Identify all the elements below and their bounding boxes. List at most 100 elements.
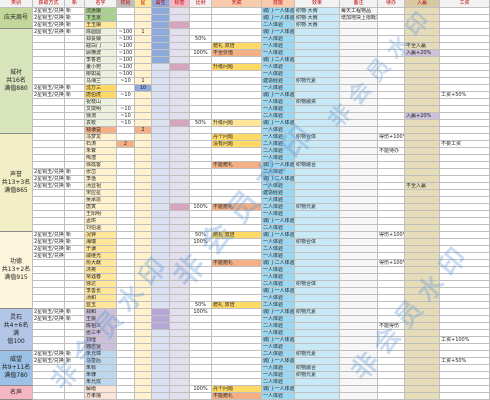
skill-cell: 一人体验 (262, 43, 295, 50)
skill-cell: 城门·二人体验 (262, 176, 295, 183)
income-cell (405, 232, 440, 239)
effect-cell (295, 64, 340, 71)
name-cell: 文徵明 (85, 106, 117, 113)
note-cell (340, 197, 378, 204)
task-cell (378, 155, 405, 162)
salary-cell (440, 386, 490, 393)
effect-cell: 织物合体 (295, 239, 340, 246)
skill-cell: 二人体验 (262, 225, 295, 232)
header-skill-cell: 技能 (262, 0, 295, 8)
initial-cell (117, 148, 135, 155)
ratio-cell: 100% (190, 386, 212, 393)
task-cell (378, 246, 405, 253)
initial-cell (117, 295, 135, 302)
salary-cell (440, 8, 490, 15)
task-cell (378, 267, 405, 274)
income-cell (405, 190, 440, 197)
salary-cell (440, 267, 490, 274)
tag-cell (170, 134, 190, 141)
ratio-cell (190, 78, 212, 85)
source-cell (33, 106, 65, 113)
salary-cell (440, 197, 490, 204)
star-cell (135, 92, 152, 99)
tag-cell (170, 71, 190, 78)
income-cell (405, 15, 440, 22)
name-cell: 唐寅 (85, 204, 117, 211)
initial-cell (117, 190, 135, 197)
effect-cell: 织物融合 (295, 162, 340, 169)
note-cell (340, 239, 378, 246)
salary-cell (440, 218, 490, 225)
attr-cell (152, 386, 170, 393)
skill-cell: 城门·一人体验 (262, 218, 295, 225)
effect-cell (295, 183, 340, 190)
initial-cell: ~100 (117, 50, 135, 57)
star-cell (135, 120, 152, 127)
tag-cell (170, 197, 190, 204)
ratio-cell (190, 64, 212, 71)
talent-cell (212, 246, 262, 253)
header-ratio-cell: 比例 (190, 0, 212, 8)
note-cell (340, 393, 378, 400)
task-cell (378, 57, 405, 64)
star-cell (135, 162, 152, 169)
new-flag-cell (65, 344, 85, 351)
attr-cell (152, 253, 170, 260)
task-cell (378, 106, 405, 113)
note-cell (340, 190, 378, 197)
attr-cell (152, 197, 170, 204)
tag-cell (170, 57, 190, 64)
name-cell: 石涛 (85, 141, 117, 148)
skill-cell: 一人体验 (262, 85, 295, 92)
group-label: 功德 共13+2名 满值915 (0, 232, 33, 309)
note-cell (340, 113, 378, 120)
note-cell: 增加地块上限概率 (340, 15, 378, 22)
income-cell (405, 141, 440, 148)
new-flag-cell: 新 (65, 183, 85, 190)
skill-cell: 一人体验 (262, 99, 295, 106)
note-cell (340, 148, 378, 155)
header-group-label: 类别 (0, 0, 33, 8)
skill-cell: 二人体验 (262, 379, 295, 386)
new-flag-cell: 新 (65, 22, 85, 29)
source-cell: 2星铜玉/兑换 (33, 253, 65, 260)
new-flag-cell: 新 (65, 15, 85, 22)
source-cell: 2星铜玉/兑换 (33, 15, 65, 22)
note-cell (340, 351, 378, 358)
initial-cell: ~10 (117, 106, 135, 113)
effect-cell (295, 386, 340, 393)
new-flag-cell (65, 50, 85, 57)
source-cell (33, 211, 65, 218)
skill-cell: 一人体验 (262, 106, 295, 113)
salary-cell (440, 71, 490, 78)
attr-cell (152, 281, 170, 288)
task-cell: 得伤+100% (378, 134, 405, 141)
income-cell (405, 372, 440, 379)
star-cell (135, 239, 152, 246)
ratio-cell: 50% (190, 232, 212, 239)
attr-cell (152, 372, 170, 379)
skill-cell: 一人体验 (262, 295, 295, 302)
skill-cell: 二人体验 (262, 22, 295, 29)
attr-cell (152, 267, 170, 274)
initial-cell: ~10 (117, 113, 135, 120)
attr-cell (152, 218, 170, 225)
income-cell: 不全入赢 (405, 183, 440, 190)
name-cell: 王阳明 (85, 211, 117, 218)
ratio-cell (190, 225, 212, 232)
talent-cell: 赠礼 双倍 (212, 43, 262, 50)
attr-cell (152, 232, 170, 239)
effect-cell (295, 36, 340, 43)
tag-cell (170, 148, 190, 155)
tag-cell (170, 8, 190, 15)
effect-cell (295, 71, 340, 78)
salary-cell (440, 43, 490, 50)
attr-cell (152, 337, 170, 344)
attr-cell (152, 316, 170, 323)
attr-cell (152, 309, 170, 316)
effect-cell (295, 176, 340, 183)
skill-cell: 一人体验 (262, 155, 295, 162)
income-cell (405, 197, 440, 204)
income-cell (405, 148, 440, 155)
skill-cell: 一人体验 (262, 393, 295, 400)
